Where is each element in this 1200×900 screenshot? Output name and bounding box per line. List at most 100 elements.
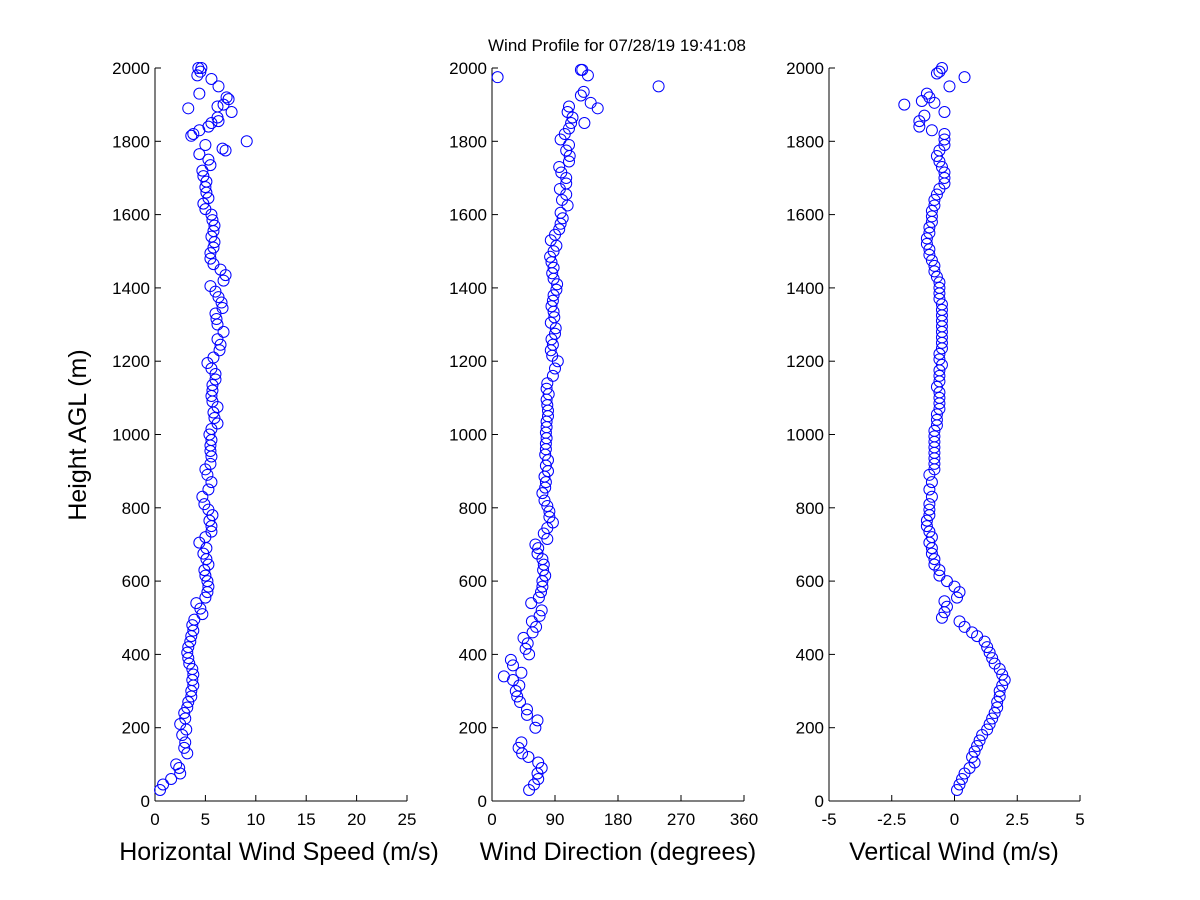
x-axis-label: Wind Direction (degrees) [480, 838, 757, 866]
data-point [532, 773, 545, 786]
data-point [933, 281, 946, 294]
data-point [191, 69, 204, 82]
data-point [188, 613, 201, 626]
data-point [199, 203, 212, 216]
data-point [553, 160, 566, 173]
data-point [193, 87, 206, 100]
y-tick-label: 1600 [786, 206, 824, 225]
data-point [178, 707, 191, 720]
data-point [157, 778, 170, 791]
y-tick-label: 1400 [449, 279, 487, 298]
data-point [208, 219, 221, 232]
data-point [521, 703, 533, 716]
data-point [930, 380, 943, 393]
data-point [563, 100, 575, 113]
data-point [182, 641, 195, 654]
y-tick-label: 200 [796, 719, 824, 738]
data-point [933, 347, 946, 360]
data-point [991, 696, 1004, 709]
data-point [560, 144, 573, 157]
data-point [178, 741, 191, 754]
data-point [548, 311, 561, 324]
data-point [529, 538, 542, 551]
data-point [535, 604, 548, 617]
subplot-2: 0 200 400 600 800 1000 1200 1400 1600 1800 2000 0 90… [449, 59, 758, 866]
data-point [199, 138, 212, 151]
y-tick-label: 400 [459, 645, 487, 664]
data-point [190, 597, 203, 610]
data-point [187, 668, 200, 681]
data-point [549, 362, 561, 375]
data-point [197, 547, 210, 560]
figure-title: Wind Profile for 07/28/19 19:41:08 [488, 36, 746, 55]
data-point [938, 166, 951, 179]
data-point [197, 170, 210, 183]
data-point [184, 635, 197, 648]
y-tick-label: 1600 [449, 206, 487, 225]
x-tick-label: -2.5 [877, 810, 906, 829]
x-tick-label: -5 [821, 810, 836, 829]
data-point [514, 696, 526, 709]
data-point [547, 289, 560, 302]
data-point [497, 670, 510, 683]
data-point [225, 105, 238, 118]
data-point [933, 276, 946, 289]
data-point [181, 701, 194, 714]
data-point [561, 105, 574, 118]
data-point [938, 171, 951, 184]
data-point [222, 93, 235, 106]
data-point [574, 89, 587, 102]
data-point [938, 595, 951, 608]
data-point [923, 525, 936, 538]
data-point [201, 468, 214, 481]
data-point [182, 696, 195, 709]
data-point [182, 102, 195, 115]
data-point [560, 177, 573, 190]
data-point [217, 325, 230, 338]
data-point [547, 261, 560, 274]
data-point [920, 520, 933, 533]
x-tick-label: 90 [546, 810, 565, 829]
y-tick-label: 1000 [786, 426, 824, 445]
x-tick-label: 25 [398, 810, 417, 829]
subplot-3: 0 200 400 600 800 1000 1200 1400 1600 1800 2000 -5 -… [786, 59, 1085, 866]
data-point [529, 721, 542, 734]
data-point [938, 127, 951, 140]
y-tick-label: 2000 [449, 59, 487, 78]
data-point [532, 756, 545, 769]
data-point [193, 148, 206, 161]
data-point [550, 283, 563, 296]
x-tick-label: 15 [297, 810, 316, 829]
data-point [212, 80, 225, 93]
data-points [154, 62, 253, 797]
data-point [574, 63, 587, 76]
data-point [187, 127, 200, 140]
y-tick-label: 600 [459, 572, 487, 591]
data-point [540, 382, 553, 395]
y-tick-label: 1000 [112, 426, 150, 445]
y-tick-label: 1200 [112, 352, 150, 371]
data-point [202, 153, 215, 166]
y-tick-label: 2000 [112, 59, 150, 78]
data-point [923, 221, 936, 234]
data-point [537, 558, 550, 571]
data-point [217, 274, 230, 287]
data-point [925, 254, 938, 267]
data-point [196, 490, 209, 503]
data-point [993, 685, 1006, 698]
data-point [920, 232, 933, 245]
data-point [563, 122, 575, 135]
y-tick-label: 800 [122, 499, 150, 518]
data-point [202, 120, 215, 133]
data-point [211, 333, 224, 346]
data-point [981, 723, 994, 736]
data-point [935, 358, 948, 371]
y-tick-label: 0 [141, 792, 150, 811]
data-point [983, 646, 996, 659]
data-point [925, 547, 938, 560]
data-point [930, 408, 943, 421]
data-point [521, 708, 533, 721]
data-point [512, 741, 525, 754]
